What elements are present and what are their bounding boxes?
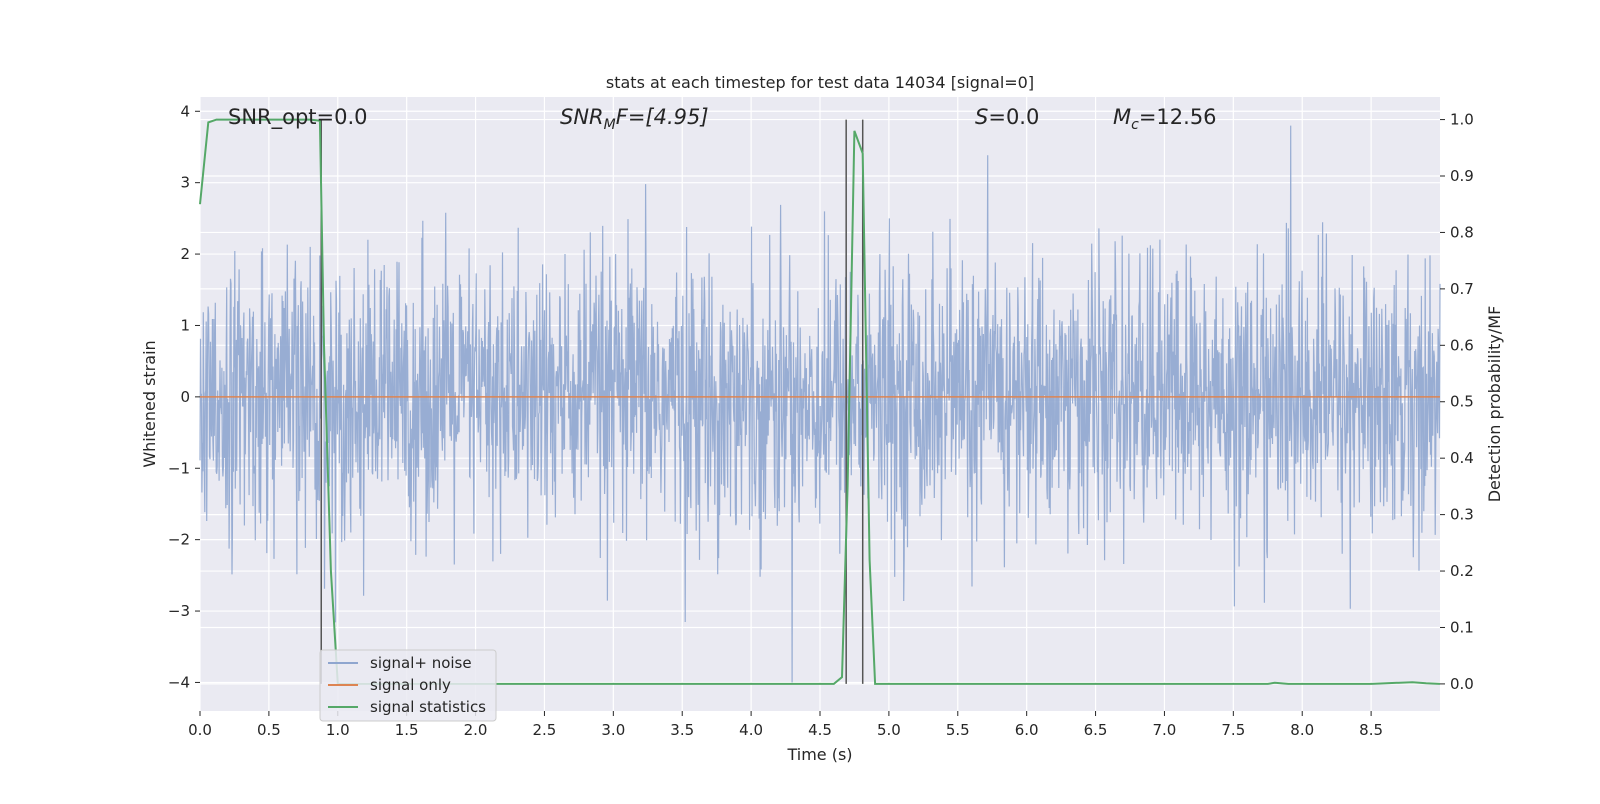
y-right-tick-label: 0.1 [1450,618,1474,636]
signal-noise-series [199,125,1441,683]
y-left-tick-label: 0 [180,388,190,406]
chart-title: stats at each timestep for test data 140… [606,73,1034,92]
y-right-tick-label: 0.0 [1450,675,1474,693]
signal-noise-line [199,125,1441,683]
x-tick-label: 1.5 [395,721,419,739]
x-tick-label: 8.5 [1359,721,1383,739]
x-tick-label: 3.5 [670,721,694,739]
x-tick-label: 3.0 [601,721,625,739]
x-axis-label: Time (s) [786,745,852,764]
x-tick-label: 6.0 [1015,721,1039,739]
y-left-tick-label: 4 [180,102,190,120]
y-left-tick-label: −2 [168,531,190,549]
y-left-tick-label: 2 [180,245,190,263]
legend-label-noise: signal+ noise [370,654,472,672]
y-left-tick-labels: 4 3 2 1 0 −1 −2 −3 −4 [168,102,200,691]
y-right-tick-label: 0.8 [1450,223,1474,241]
y-right-tick-label: 0.4 [1450,449,1474,467]
x-tick-label: 2.0 [464,721,488,739]
y-left-tick-label: −1 [168,459,190,477]
y-right-tick-label: 0.5 [1450,393,1474,411]
x-tick-label: 2.5 [533,721,557,739]
x-tick-label: 8.0 [1290,721,1314,739]
x-tick-label: 0.0 [188,721,212,739]
legend-label-stats: signal statistics [370,698,486,716]
annotation-s: S=0.0 [975,105,1039,129]
y-right-tick-labels: 1.0 0.9 0.8 0.7 0.6 0.5 0.4 0.3 0.2 0.1 0.0 [1440,111,1474,693]
y-left-tick-label: −3 [168,602,190,620]
grid-lines [199,97,1440,711]
y-left-tick-label: 1 [180,316,190,334]
y-right-tick-label: 1.0 [1450,111,1474,129]
legend: signal+ noise signal only signal statist… [319,649,497,722]
annotation-mc: Mc=12.56 [1113,105,1217,133]
x-tick-label: 5.5 [946,721,970,739]
y-right-tick-label: 0.3 [1450,506,1474,524]
y-axis-label-right: Detection probability/MF [1485,306,1504,503]
x-tick-label: 5.0 [877,721,901,739]
x-tick-label: 6.5 [1084,721,1108,739]
y-right-tick-label: 0.9 [1450,167,1474,185]
x-tick-label: 7.5 [1221,721,1245,739]
annotation-snr-opt: SNR_opt=0.0 [228,105,368,130]
x-tick-label: 4.5 [808,721,832,739]
y-right-tick-label: 0.7 [1450,280,1474,298]
x-tick-label: 0.5 [257,721,281,739]
y-axis-label-left: Whitened strain [140,340,159,467]
x-tick-labels: 0.0 0.5 1.0 1.5 2.0 2.5 3.0 3.5 4.0 4.5 5.0 5.5 6.0 6… [188,711,1383,739]
x-tick-label: 4.0 [739,721,763,739]
y-right-tick-label: 0.6 [1450,336,1474,354]
y-right-tick-label: 0.2 [1450,562,1474,580]
annotation-snr-mf: SNRMF=[4.95] [560,105,709,133]
y-left-tick-label: 3 [180,174,190,192]
signal-statistics-line [199,118,1441,685]
x-tick-label: 1.0 [326,721,350,739]
y-left-tick-label: −4 [168,673,190,691]
legend-label-signal: signal only [370,676,451,694]
legend-box [319,649,497,722]
x-tick-label: 7.0 [1153,721,1177,739]
